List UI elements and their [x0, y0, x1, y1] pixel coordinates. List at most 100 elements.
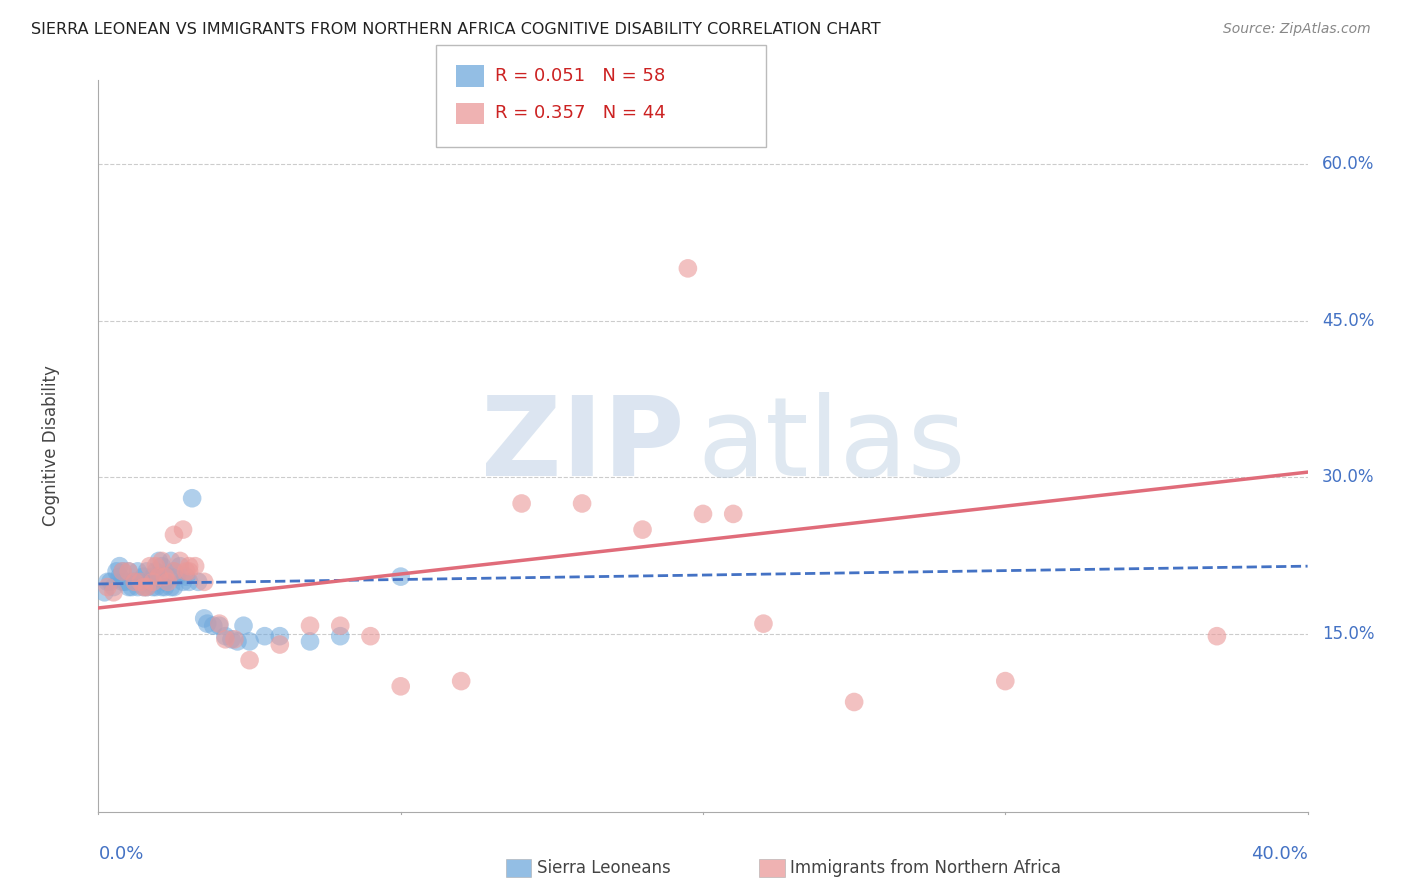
- Point: [100, 574, 122, 589]
- Point: [844, 695, 866, 709]
- Point: [135, 565, 157, 579]
- Point: [148, 569, 170, 583]
- Point: [193, 574, 215, 589]
- Point: [389, 569, 412, 583]
- Text: atlas: atlas: [697, 392, 966, 500]
- Point: [169, 559, 191, 574]
- Point: [253, 629, 276, 643]
- Point: [118, 565, 141, 579]
- Point: [150, 554, 173, 568]
- Point: [145, 580, 167, 594]
- Point: [111, 565, 134, 579]
- Point: [108, 559, 131, 574]
- Text: Cognitive Disability: Cognitive Disability: [42, 366, 59, 526]
- Text: Source: ZipAtlas.com: Source: ZipAtlas.com: [1223, 22, 1371, 37]
- Point: [105, 565, 128, 579]
- Point: [226, 634, 249, 648]
- Point: [994, 674, 1017, 689]
- Point: [179, 565, 201, 579]
- Point: [221, 632, 243, 647]
- Point: [571, 496, 593, 510]
- Point: [169, 554, 191, 568]
- Point: [269, 629, 291, 643]
- Point: [148, 554, 170, 568]
- Point: [184, 559, 207, 574]
- Point: [132, 580, 155, 594]
- Point: [111, 565, 134, 579]
- Point: [239, 634, 262, 648]
- Point: [360, 629, 382, 643]
- Point: [139, 559, 162, 574]
- Text: 15.0%: 15.0%: [1322, 625, 1375, 643]
- Point: [93, 585, 115, 599]
- Point: [202, 618, 225, 632]
- Point: [195, 616, 218, 631]
- Point: [96, 574, 118, 589]
- Point: [232, 618, 254, 632]
- Point: [329, 629, 352, 643]
- Point: [114, 574, 136, 589]
- Point: [224, 632, 246, 647]
- Point: [153, 574, 176, 589]
- Point: [172, 523, 194, 537]
- Point: [239, 653, 262, 667]
- Point: [132, 580, 155, 594]
- Point: [181, 491, 204, 506]
- Text: Immigrants from Northern Africa: Immigrants from Northern Africa: [790, 859, 1062, 877]
- Point: [142, 574, 165, 589]
- Point: [1206, 629, 1229, 643]
- Text: SIERRA LEONEAN VS IMMIGRANTS FROM NORTHERN AFRICA COGNITIVE DISABILITY CORRELATI: SIERRA LEONEAN VS IMMIGRANTS FROM NORTHE…: [31, 22, 880, 37]
- Text: 30.0%: 30.0%: [1322, 468, 1375, 486]
- Point: [329, 618, 352, 632]
- Point: [160, 554, 183, 568]
- Point: [103, 580, 125, 594]
- Point: [187, 574, 209, 589]
- Point: [118, 565, 141, 579]
- Point: [142, 580, 165, 594]
- Point: [142, 569, 165, 583]
- Point: [214, 629, 236, 643]
- Point: [150, 559, 173, 574]
- Point: [129, 574, 152, 589]
- Point: [193, 611, 215, 625]
- Point: [160, 580, 183, 594]
- Point: [153, 580, 176, 594]
- Point: [450, 674, 472, 689]
- Point: [129, 574, 152, 589]
- Point: [208, 618, 231, 632]
- Text: R = 0.051   N = 58: R = 0.051 N = 58: [495, 67, 665, 85]
- Point: [179, 559, 201, 574]
- Point: [174, 569, 197, 583]
- Point: [631, 523, 654, 537]
- Point: [163, 565, 186, 579]
- Point: [121, 580, 143, 594]
- Text: R = 0.357   N = 44: R = 0.357 N = 44: [495, 104, 665, 122]
- Point: [156, 569, 179, 583]
- Point: [103, 585, 125, 599]
- Point: [145, 559, 167, 574]
- Point: [269, 638, 291, 652]
- Point: [163, 580, 186, 594]
- Point: [153, 569, 176, 583]
- Text: ZIP: ZIP: [481, 392, 685, 500]
- Point: [174, 565, 197, 579]
- Point: [208, 616, 231, 631]
- Point: [163, 565, 186, 579]
- Point: [124, 574, 146, 589]
- Point: [148, 569, 170, 583]
- Point: [752, 616, 775, 631]
- Point: [156, 574, 179, 589]
- Point: [723, 507, 745, 521]
- Point: [166, 569, 188, 583]
- Point: [118, 580, 141, 594]
- Point: [108, 569, 131, 583]
- Text: 45.0%: 45.0%: [1322, 311, 1375, 330]
- Point: [389, 679, 412, 693]
- Point: [676, 261, 699, 276]
- Point: [124, 574, 146, 589]
- Point: [127, 565, 149, 579]
- Text: 40.0%: 40.0%: [1251, 845, 1308, 863]
- Point: [111, 574, 134, 589]
- Point: [135, 580, 157, 594]
- Point: [299, 618, 322, 632]
